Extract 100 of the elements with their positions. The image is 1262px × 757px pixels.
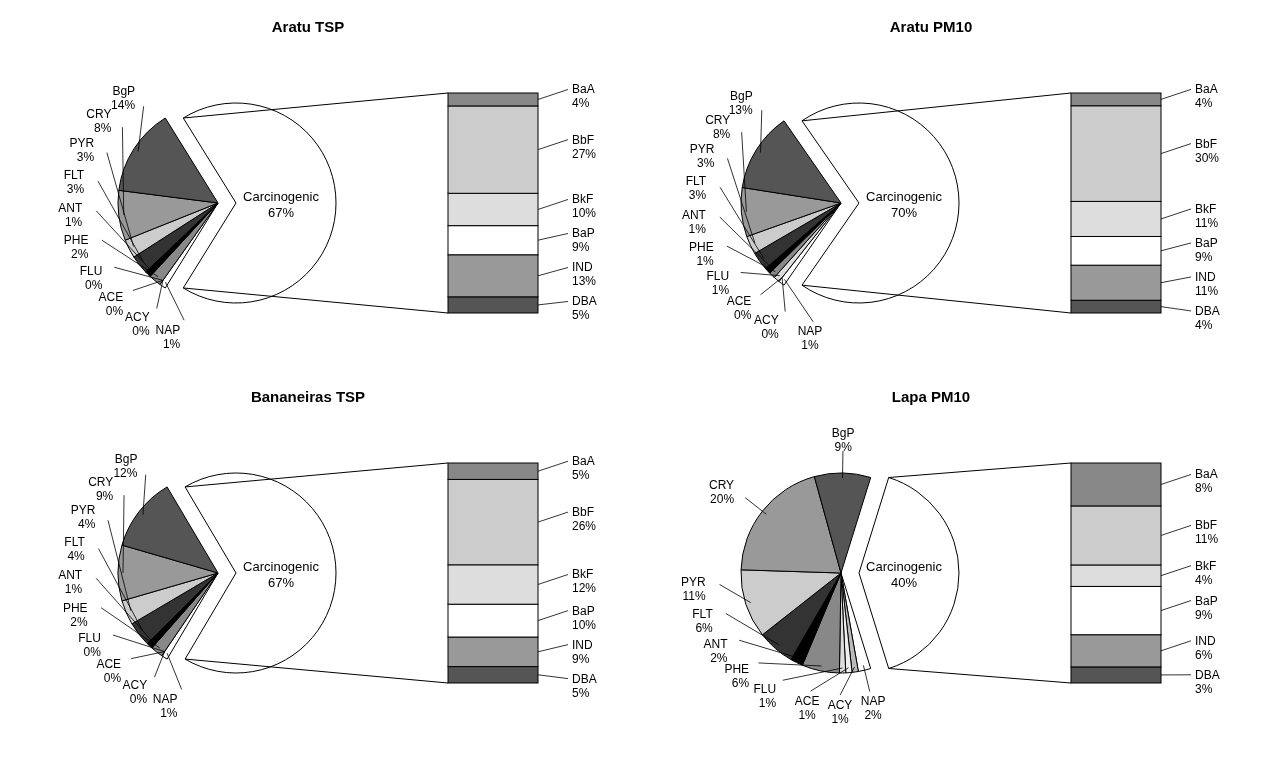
text: BaA [1195,467,1218,482]
data-label: 8% [1195,481,1213,496]
slice-label: PHE [62,600,88,615]
chart-title: Aratu TSP [271,18,345,35]
data-label: 12% [572,581,597,596]
data-label: 2% [71,247,89,262]
data-label: 4% [67,548,86,563]
data-label: 20% [710,491,735,506]
category-label: ACY [125,309,150,324]
text: IND [1195,633,1216,648]
data-label: 8% [712,127,731,142]
category-label: ACE [98,289,124,304]
slice-label: FLT [63,167,85,182]
slice-label: Carcinogenic [866,559,943,574]
slice-label: CRY [705,113,731,128]
data-label: 4% [572,96,590,111]
slice-label: NAP [797,324,823,339]
data-label: 1% [801,338,819,353]
data-label: 1% [758,695,777,710]
data-label: 2% [70,614,88,629]
data-label: 1% [64,581,83,596]
chart-title: Bananeiras TSP [250,388,366,405]
text: DBA [1195,667,1220,682]
data-label: 9% [572,240,590,255]
text: IND [572,260,593,275]
data-label: 40% [890,575,918,590]
text: DBA [572,671,597,686]
data-label: 3% [1195,681,1213,696]
category-label: ACE [96,657,122,672]
text: BbF [572,505,595,520]
text: 0% [105,303,124,318]
data-label: 9% [95,489,114,504]
text: BaA [1195,82,1218,97]
data-label: 14% [111,98,136,113]
slice-label: BgP [831,426,855,441]
chart-title: Lapa PM10 [891,388,971,405]
data-label: 1% [688,221,707,236]
text: BaA [572,82,595,97]
text: IND [1195,269,1216,284]
data-label: 8% [94,121,112,136]
slice-label: ACY [827,698,853,712]
data-label: 10% [572,206,597,221]
data-label: 9% [834,440,853,455]
text: BbF [1195,136,1218,151]
text: BkF [1195,558,1217,573]
slice-label: NAP [152,691,178,706]
data-label: 26% [572,519,597,534]
text: BkF [572,192,594,207]
slice-label: PHE [689,240,714,254]
data-label: 1% [162,336,181,351]
slice-label: Carcinogenic [866,189,943,204]
slice-label: PYR [689,142,715,157]
text: 0% [132,323,150,338]
slice-label: CRY [88,475,114,490]
data-label: 11% [1195,283,1219,298]
slice-label: PYR [70,503,96,518]
data-label: 12% [113,466,138,481]
slice-label: FLU [753,681,777,696]
data-label: 6% [731,676,750,691]
data-label: 6% [695,621,714,636]
data-label: 67% [267,205,295,220]
legend-label: NAP [155,322,181,337]
slice-label: CRY [86,107,112,122]
slice-label: FLT [64,534,86,549]
slice-label: ANT [703,636,729,651]
data-label: 11% [682,588,706,603]
data-label: 4% [1195,317,1213,332]
data-label: 4% [1195,96,1213,111]
data-label: 5% [572,468,590,483]
slice-label: Carcinogenic [243,189,320,204]
category-label: FLU [79,263,103,278]
data-label: 9% [572,651,590,666]
text: BbF [1195,518,1218,533]
data-label: 1% [160,705,178,720]
slice-label: PHE [724,662,750,677]
data-label: 10% [572,617,597,632]
data-label: 2% [710,650,728,665]
data-label: 1% [696,254,715,268]
slice-label: FLU [706,269,730,284]
slice-label: PHE [63,233,89,248]
slice-label: PYR [680,574,706,589]
text: BaP [1195,235,1218,250]
data-label: 5% [572,685,590,700]
slice-label: CRY [708,477,735,492]
text: DBA [1195,303,1220,318]
data-label: 70% [890,205,918,220]
text: 0% [129,692,148,707]
data-label: 11% [1195,532,1219,547]
slice-label: FLT [685,174,707,189]
slice-label: ACE [794,693,820,708]
slice-label: NAP [860,694,886,709]
data-label: 67% [267,575,295,590]
data-label: 1% [831,712,850,726]
data-label: 4% [78,517,96,532]
text: BaP [572,226,595,241]
data-label: 4% [1195,572,1213,587]
text: 0% [761,326,779,341]
data-label: 3% [66,181,85,196]
data-label: 2% [864,708,883,723]
slice-label: BgP [114,452,138,467]
